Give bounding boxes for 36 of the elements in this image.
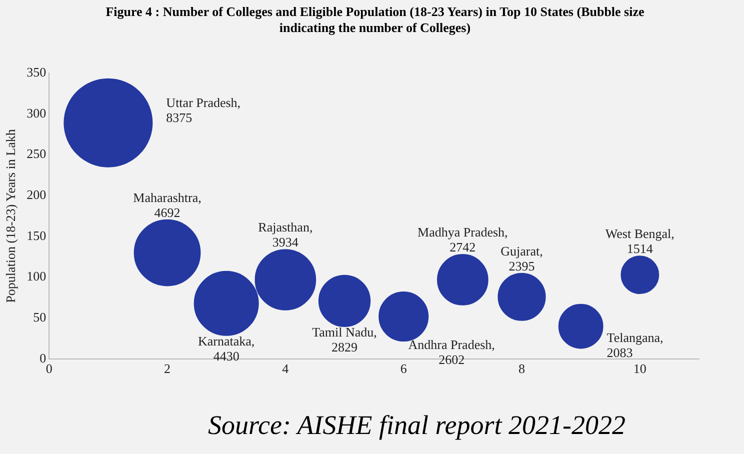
- series-label: Uttar Pradesh,: [166, 94, 241, 110]
- series-label: Rajasthan,: [258, 220, 313, 235]
- x-tick-label: 4: [282, 361, 290, 376]
- x-tick-label: 6: [400, 361, 408, 376]
- series-label: Tamil Nadu,: [312, 324, 377, 340]
- x-tick-label: 8: [518, 361, 526, 376]
- series-label: Karnataka,: [198, 333, 255, 348]
- series-label: Maharashtra,: [133, 190, 202, 205]
- y-tick-label: 0: [40, 350, 46, 366]
- data-label: 4430: [213, 348, 240, 364]
- source-note: Source: AISHE final report 2021-2022: [208, 410, 626, 441]
- y-tick-label: 150: [26, 228, 46, 243]
- y-tick-label: 100: [26, 268, 46, 284]
- y-tick-label: 250: [26, 146, 46, 162]
- series-label: West Bengal,: [605, 226, 674, 242]
- series-label: Andhra Pradesh,: [408, 336, 495, 352]
- y-axis-title: Population (18-23) Years in Lakh: [3, 128, 18, 303]
- y-tick-label: 350: [26, 64, 46, 80]
- x-tick-label: 2: [164, 361, 171, 376]
- series-label: Telangana,: [606, 330, 664, 346]
- series-label: Gujarat,: [500, 243, 543, 258]
- data-label: 8375: [166, 110, 192, 125]
- data-label: 4692: [154, 204, 180, 220]
- x-tick-label: 10: [633, 361, 646, 376]
- data-label: 1514: [626, 241, 654, 256]
- data-label: 2742: [450, 239, 476, 254]
- y-tick-label: 50: [33, 310, 46, 325]
- data-label: 2395: [508, 258, 535, 274]
- y-tick-label: 200: [26, 186, 46, 202]
- chart-title: Figure 4 : Number of Colleges and Eligible Population (18-23 Years) in Top 10 States (Bubble size indicating the number of Colleges): [104, 4, 646, 36]
- data-label: 2602: [438, 352, 465, 367]
- series-label: Madhya Pradesh,: [418, 224, 508, 240]
- data-label: 2083: [606, 345, 633, 360]
- y-tick-label: 300: [26, 105, 46, 120]
- data-label: 3934: [272, 234, 299, 250]
- data-label: 2829: [332, 339, 358, 354]
